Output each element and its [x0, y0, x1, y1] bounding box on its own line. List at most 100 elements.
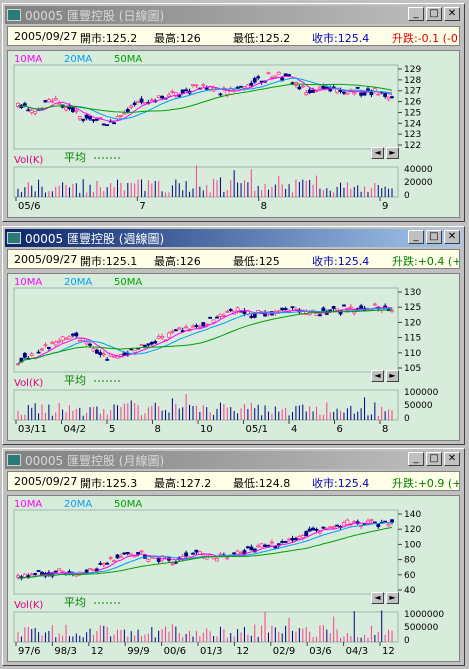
- title-bar[interactable]: 00005 匯豐控股 (週線圖) _ □ ✕: [5, 229, 462, 247]
- y-tick-label: 123: [404, 130, 421, 140]
- legend-ma20: 20MA: [64, 54, 92, 65]
- x-axis-label: 10: [200, 424, 213, 435]
- quote-low: 最低:125: [233, 255, 280, 268]
- quote-date: 2005/09/27: [14, 475, 78, 488]
- legend-ma50: 50MA: [114, 54, 142, 65]
- x-axis-label: 00/6: [164, 646, 186, 657]
- quote-info-bar: 2005/09/27 開市:125.3 最高:127.2 最低:124.8 收市…: [7, 471, 460, 491]
- y-tick-label: 140: [404, 510, 421, 520]
- volume-tick-label: 40000: [404, 165, 433, 175]
- quote-close: 收市:125.4: [312, 255, 370, 268]
- average-label: 平均: [64, 374, 86, 387]
- weekly-chart-window[interactable]: 00005 匯豐控股 (週線圖) _ □ ✕ 2005/09/27 開市:125…: [2, 226, 465, 445]
- close-button[interactable]: ✕: [444, 7, 460, 21]
- chart-area[interactable]: 10MA 20MA 50MA 129 128 127 126 125 124 123 122 Vol(…: [7, 50, 460, 218]
- volume-tick-label: 0: [404, 414, 410, 424]
- y-tick-label: 126: [404, 98, 421, 108]
- close-button[interactable]: ✕: [444, 452, 460, 466]
- y-tick-label: 115: [404, 334, 421, 344]
- quote-change: 升跌:+0.4 (+: [392, 255, 460, 268]
- legend-ma50: 50MA: [114, 277, 142, 288]
- quote-close: 收市:125.4: [312, 477, 370, 490]
- y-tick-label: 100: [404, 540, 421, 550]
- x-axis-label: 12: [236, 646, 249, 657]
- window-title: 00005 匯豐控股 (日線圖): [25, 8, 165, 23]
- quote-change: 升跌:+0.9 (+: [392, 477, 460, 490]
- scroll-left-button[interactable]: ◄: [371, 592, 384, 604]
- quote-info-bar: 2005/09/27 開市:125.2 最高:126 最低:125.2 收市:1…: [7, 26, 460, 46]
- x-axis-label: 5: [109, 424, 115, 435]
- volume-tick-label: 100000: [404, 388, 439, 398]
- x-axis-label: 04/2: [64, 424, 86, 435]
- scroll-left-button[interactable]: ◄: [371, 370, 384, 382]
- scroll-right-button[interactable]: ►: [386, 592, 399, 604]
- y-tick-label: 105: [404, 364, 421, 374]
- monthly-chart-window[interactable]: 00005 匯豐控股 (月線圖) _ □ ✕ 2005/09/27 開市:125…: [2, 448, 465, 666]
- close-button[interactable]: ✕: [444, 230, 460, 244]
- maximize-button[interactable]: □: [426, 452, 442, 466]
- quote-high: 最高:126: [154, 255, 201, 268]
- y-tick-label: 120: [404, 318, 421, 328]
- quote-date: 2005/09/27: [14, 253, 78, 266]
- volume-tick-label: 500000: [404, 623, 439, 633]
- x-axis-label: 97/6: [18, 646, 40, 657]
- y-tick-label: 125: [404, 108, 421, 118]
- minimize-button[interactable]: _: [408, 452, 424, 466]
- legend-ma20: 20MA: [64, 499, 92, 510]
- volume-tick-label: 50000: [404, 401, 433, 411]
- volume-label: Vol(K): [14, 378, 43, 389]
- scroll-left-button[interactable]: ◄: [371, 147, 384, 159]
- volume-tick-label: 20000: [404, 178, 433, 188]
- scroll-right-button[interactable]: ►: [386, 370, 399, 382]
- minimize-button[interactable]: _: [408, 230, 424, 244]
- title-bar[interactable]: 00005 匯豐控股 (月線圖) _ □ ✕: [5, 451, 462, 469]
- minimize-button[interactable]: _: [408, 7, 424, 21]
- x-axis-label: 04/3: [346, 646, 368, 657]
- y-tick-label: 120: [404, 525, 421, 535]
- x-axis-label: 98/3: [54, 646, 76, 657]
- x-axis-label: 6: [337, 424, 343, 435]
- y-tick-label: 125: [404, 303, 421, 313]
- x-axis-label: 8: [261, 201, 267, 212]
- legend-ma10: 10MA: [14, 54, 42, 65]
- maximize-button[interactable]: □: [426, 7, 442, 21]
- maximize-button[interactable]: □: [426, 230, 442, 244]
- y-tick-label: 129: [404, 65, 421, 75]
- scroll-right-button[interactable]: ►: [386, 147, 399, 159]
- quote-high: 最高:126: [154, 32, 201, 45]
- y-tick-label: 130: [404, 288, 421, 298]
- window-title: 00005 匯豐控股 (週線圖): [25, 231, 165, 246]
- x-axis-label: 12: [382, 646, 395, 657]
- quote-open: 開市:125.3: [80, 477, 138, 490]
- legend-ma10: 10MA: [14, 277, 42, 288]
- y-tick-label: 124: [404, 119, 421, 129]
- x-axis-label: 99/9: [127, 646, 149, 657]
- volume-label: Vol(K): [14, 600, 43, 611]
- x-axis-label: 7: [139, 201, 145, 212]
- quote-close: 收市:125.4: [312, 32, 370, 45]
- quote-low: 最低:125.2: [233, 32, 291, 45]
- x-axis-label: 12: [91, 646, 104, 657]
- y-tick-label: 80: [404, 556, 416, 566]
- chart-app-icon: [7, 9, 21, 21]
- quote-info-bar: 2005/09/27 開市:125.1 最高:126 最低:125 收市:125…: [7, 249, 460, 269]
- chart-area[interactable]: 10MA 20MA 50MA 140 120 100 80 60 40 Vol(K) 平均 10000…: [7, 495, 460, 662]
- y-tick-label: 40: [404, 586, 416, 596]
- x-axis-label: 05/6: [18, 201, 40, 212]
- average-label: 平均: [64, 151, 86, 164]
- chart-area[interactable]: 10MA 20MA 50MA 130 125 120 115 110 105 Vol(K) 平均 10…: [7, 273, 460, 441]
- quote-open: 開市:125.1: [80, 255, 138, 268]
- window-title: 00005 匯豐控股 (月線圖): [25, 453, 165, 468]
- x-axis-label: 05/1: [246, 424, 268, 435]
- y-tick-label: 110: [404, 349, 421, 359]
- quote-open: 開市:125.2: [80, 32, 138, 45]
- x-axis-label: 02/9: [273, 646, 295, 657]
- daily-chart-window[interactable]: 00005 匯豐控股 (日線圖) _ □ ✕ 2005/09/27 開市:125…: [2, 3, 465, 222]
- title-bar[interactable]: 00005 匯豐控股 (日線圖) _ □ ✕: [5, 6, 462, 24]
- quote-date: 2005/09/27: [14, 30, 78, 43]
- quote-high: 最高:127.2: [154, 477, 212, 490]
- chart-app-icon: [7, 454, 21, 466]
- y-tick-label: 127: [404, 87, 421, 97]
